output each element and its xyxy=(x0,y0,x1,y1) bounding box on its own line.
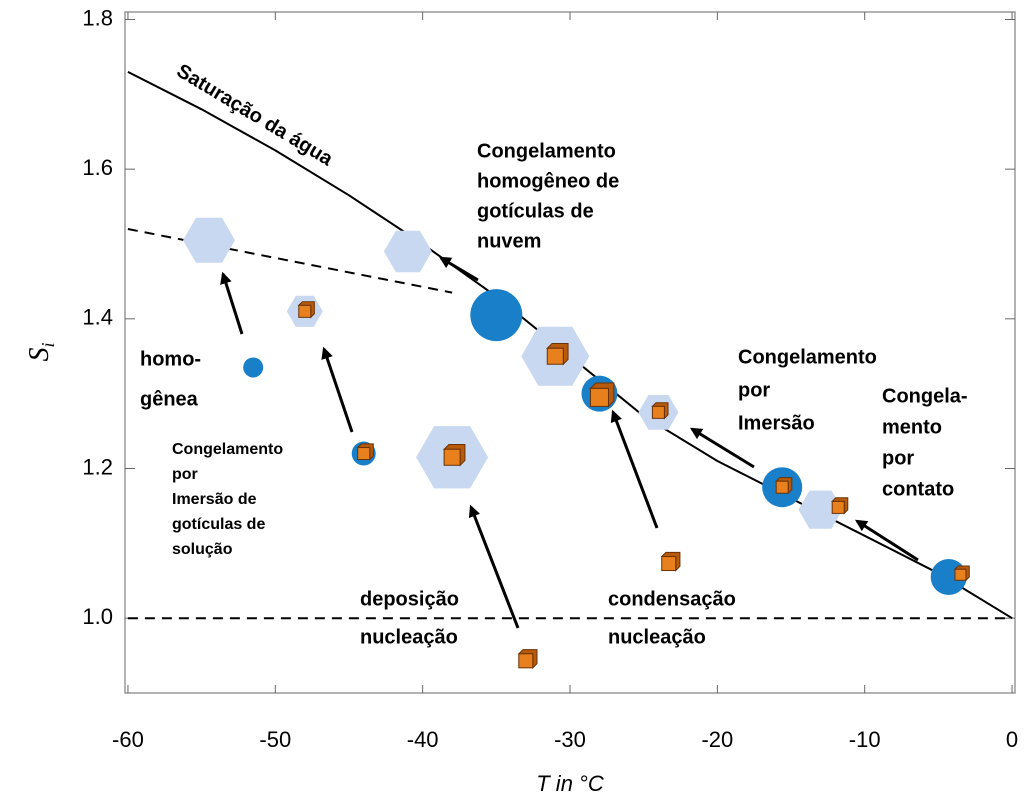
annotation: gênea xyxy=(140,388,199,410)
annotation: gotículas de xyxy=(172,516,265,533)
arrow xyxy=(220,271,244,335)
aerosol-particle xyxy=(442,443,466,467)
y-tick-label: 1.6 xyxy=(82,155,113,180)
annotation: solução xyxy=(172,541,233,558)
aerosol-particle xyxy=(651,402,669,420)
arrow xyxy=(610,409,659,529)
x-axis-label: T in °C xyxy=(536,771,604,796)
annotation: mento xyxy=(882,416,942,438)
arrow xyxy=(854,519,919,562)
particle-face xyxy=(518,653,534,669)
annotation: por xyxy=(882,447,914,469)
annotation: Congelamento xyxy=(477,140,616,162)
aerosol-particle xyxy=(660,551,681,572)
y-tick-label: 1.2 xyxy=(82,454,113,479)
particle-face xyxy=(661,556,677,572)
aerosol-particle xyxy=(517,649,538,670)
ice-crystal xyxy=(183,217,235,263)
x-tick-label: 0 xyxy=(1006,727,1018,752)
particle-face xyxy=(443,448,461,466)
particle-face xyxy=(831,500,845,514)
particle-face xyxy=(546,347,564,365)
annotation: Congelamento xyxy=(738,346,877,368)
ice-crystal xyxy=(798,490,843,529)
aerosol-particle xyxy=(774,477,793,495)
x-tick-label: -20 xyxy=(701,727,733,752)
curve xyxy=(127,228,453,294)
annotation: gotículas de xyxy=(477,200,594,222)
aerosol-particle xyxy=(356,443,374,461)
annotation: Congelamento xyxy=(172,441,283,458)
x-tick-label: -50 xyxy=(259,727,291,752)
x-tick-label: -10 xyxy=(849,727,881,752)
x-tick-label: -30 xyxy=(554,727,586,752)
particle-face xyxy=(954,568,967,581)
y-tick-label: 1.0 xyxy=(82,604,113,629)
annotation: por xyxy=(738,379,770,401)
annotation: Imersão de xyxy=(172,491,257,508)
annotation: homo- xyxy=(140,348,201,370)
annotation: nucleação xyxy=(608,626,706,648)
particle-face xyxy=(357,447,371,461)
particle-face xyxy=(775,480,789,494)
annotation: Imersão xyxy=(738,412,815,434)
aerosol-particle xyxy=(830,497,849,515)
annotation: Congela- xyxy=(882,385,968,407)
aerosol-particle xyxy=(953,565,970,582)
x-tick-label: -60 xyxy=(112,727,144,752)
y-axis-label-sub: i xyxy=(38,342,58,347)
annotation: contato xyxy=(882,478,954,500)
arrow xyxy=(438,256,479,282)
aerosol-particle xyxy=(589,382,615,408)
arrow xyxy=(321,346,354,433)
annotation: nuvem xyxy=(477,230,541,252)
ice-crystal xyxy=(383,230,432,273)
annotation: homogêneo de xyxy=(477,170,619,192)
droplet xyxy=(243,357,264,378)
arrow xyxy=(468,504,520,629)
particle-face xyxy=(589,387,609,407)
y-tick-label: 1.8 xyxy=(82,5,113,30)
droplet xyxy=(470,289,523,342)
x-tick-label: -40 xyxy=(407,727,439,752)
aerosol-particle xyxy=(546,342,569,366)
y-tick-label: 1.4 xyxy=(82,305,113,330)
annotation: por xyxy=(172,466,198,483)
y-axis-label: Si xyxy=(24,342,58,361)
particle-face xyxy=(298,304,312,318)
annotation: deposição xyxy=(360,588,459,610)
curve-label: Saturação da água xyxy=(173,60,338,171)
particle-face xyxy=(651,405,665,419)
annotation: nucleação xyxy=(360,626,458,648)
arrow xyxy=(689,427,755,469)
aerosol-particle xyxy=(297,301,315,319)
arrows xyxy=(220,256,919,629)
y-axis-label-main: S xyxy=(24,348,55,362)
annotation: condensação xyxy=(608,588,736,610)
